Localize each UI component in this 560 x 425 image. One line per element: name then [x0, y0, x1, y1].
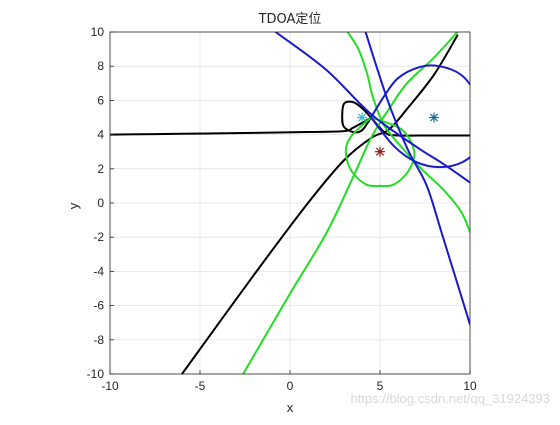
series-layer — [110, 32, 470, 374]
y-tick-label: 10 — [91, 25, 105, 39]
x-tick-label: 5 — [377, 379, 384, 393]
series-line-blue-7 — [274, 32, 470, 184]
series-line-black-3 — [341, 100, 372, 134]
x-tick-label: -10 — [101, 379, 119, 393]
y-tick-label: -2 — [93, 230, 104, 244]
series-line-black-0 — [110, 116, 372, 136]
x-tick-label: 0 — [287, 379, 294, 393]
y-tick-label: 6 — [97, 93, 104, 107]
marker-layer — [357, 112, 439, 157]
y-tick-label: 4 — [97, 128, 104, 142]
y-axis-label: y — [66, 202, 81, 209]
y-tick-label: 8 — [97, 59, 104, 73]
x-axis-label: x — [287, 400, 294, 415]
x-tick-label: 10 — [463, 379, 477, 393]
y-tick-label: -6 — [93, 299, 104, 313]
series-line-blue-8 — [364, 32, 470, 326]
x-tick-label: -5 — [195, 379, 206, 393]
y-tick-label: 2 — [97, 162, 104, 176]
y-tick-label: -8 — [93, 333, 104, 347]
marker-asterisk-1 — [429, 112, 439, 123]
marker-asterisk-0 — [357, 112, 367, 123]
chart-title: TDOA定位 — [258, 12, 322, 27]
series-line-black-2 — [181, 34, 459, 374]
y-tick-label: 0 — [97, 196, 104, 210]
x-ticks: -10 -5 0 5 10 — [101, 370, 477, 393]
watermark: https://blog.csdn.net/qq_31924393 — [351, 391, 551, 406]
y-ticks: -10 -8 -6 -4 -2 0 2 4 6 8 10 — [87, 25, 114, 381]
series-line-green-5 — [346, 32, 470, 234]
marker-asterisk-2 — [375, 146, 385, 157]
y-tick-label: -4 — [93, 264, 104, 278]
series-line-blue-9 — [370, 64, 470, 169]
y-tick-label: -10 — [87, 367, 105, 381]
